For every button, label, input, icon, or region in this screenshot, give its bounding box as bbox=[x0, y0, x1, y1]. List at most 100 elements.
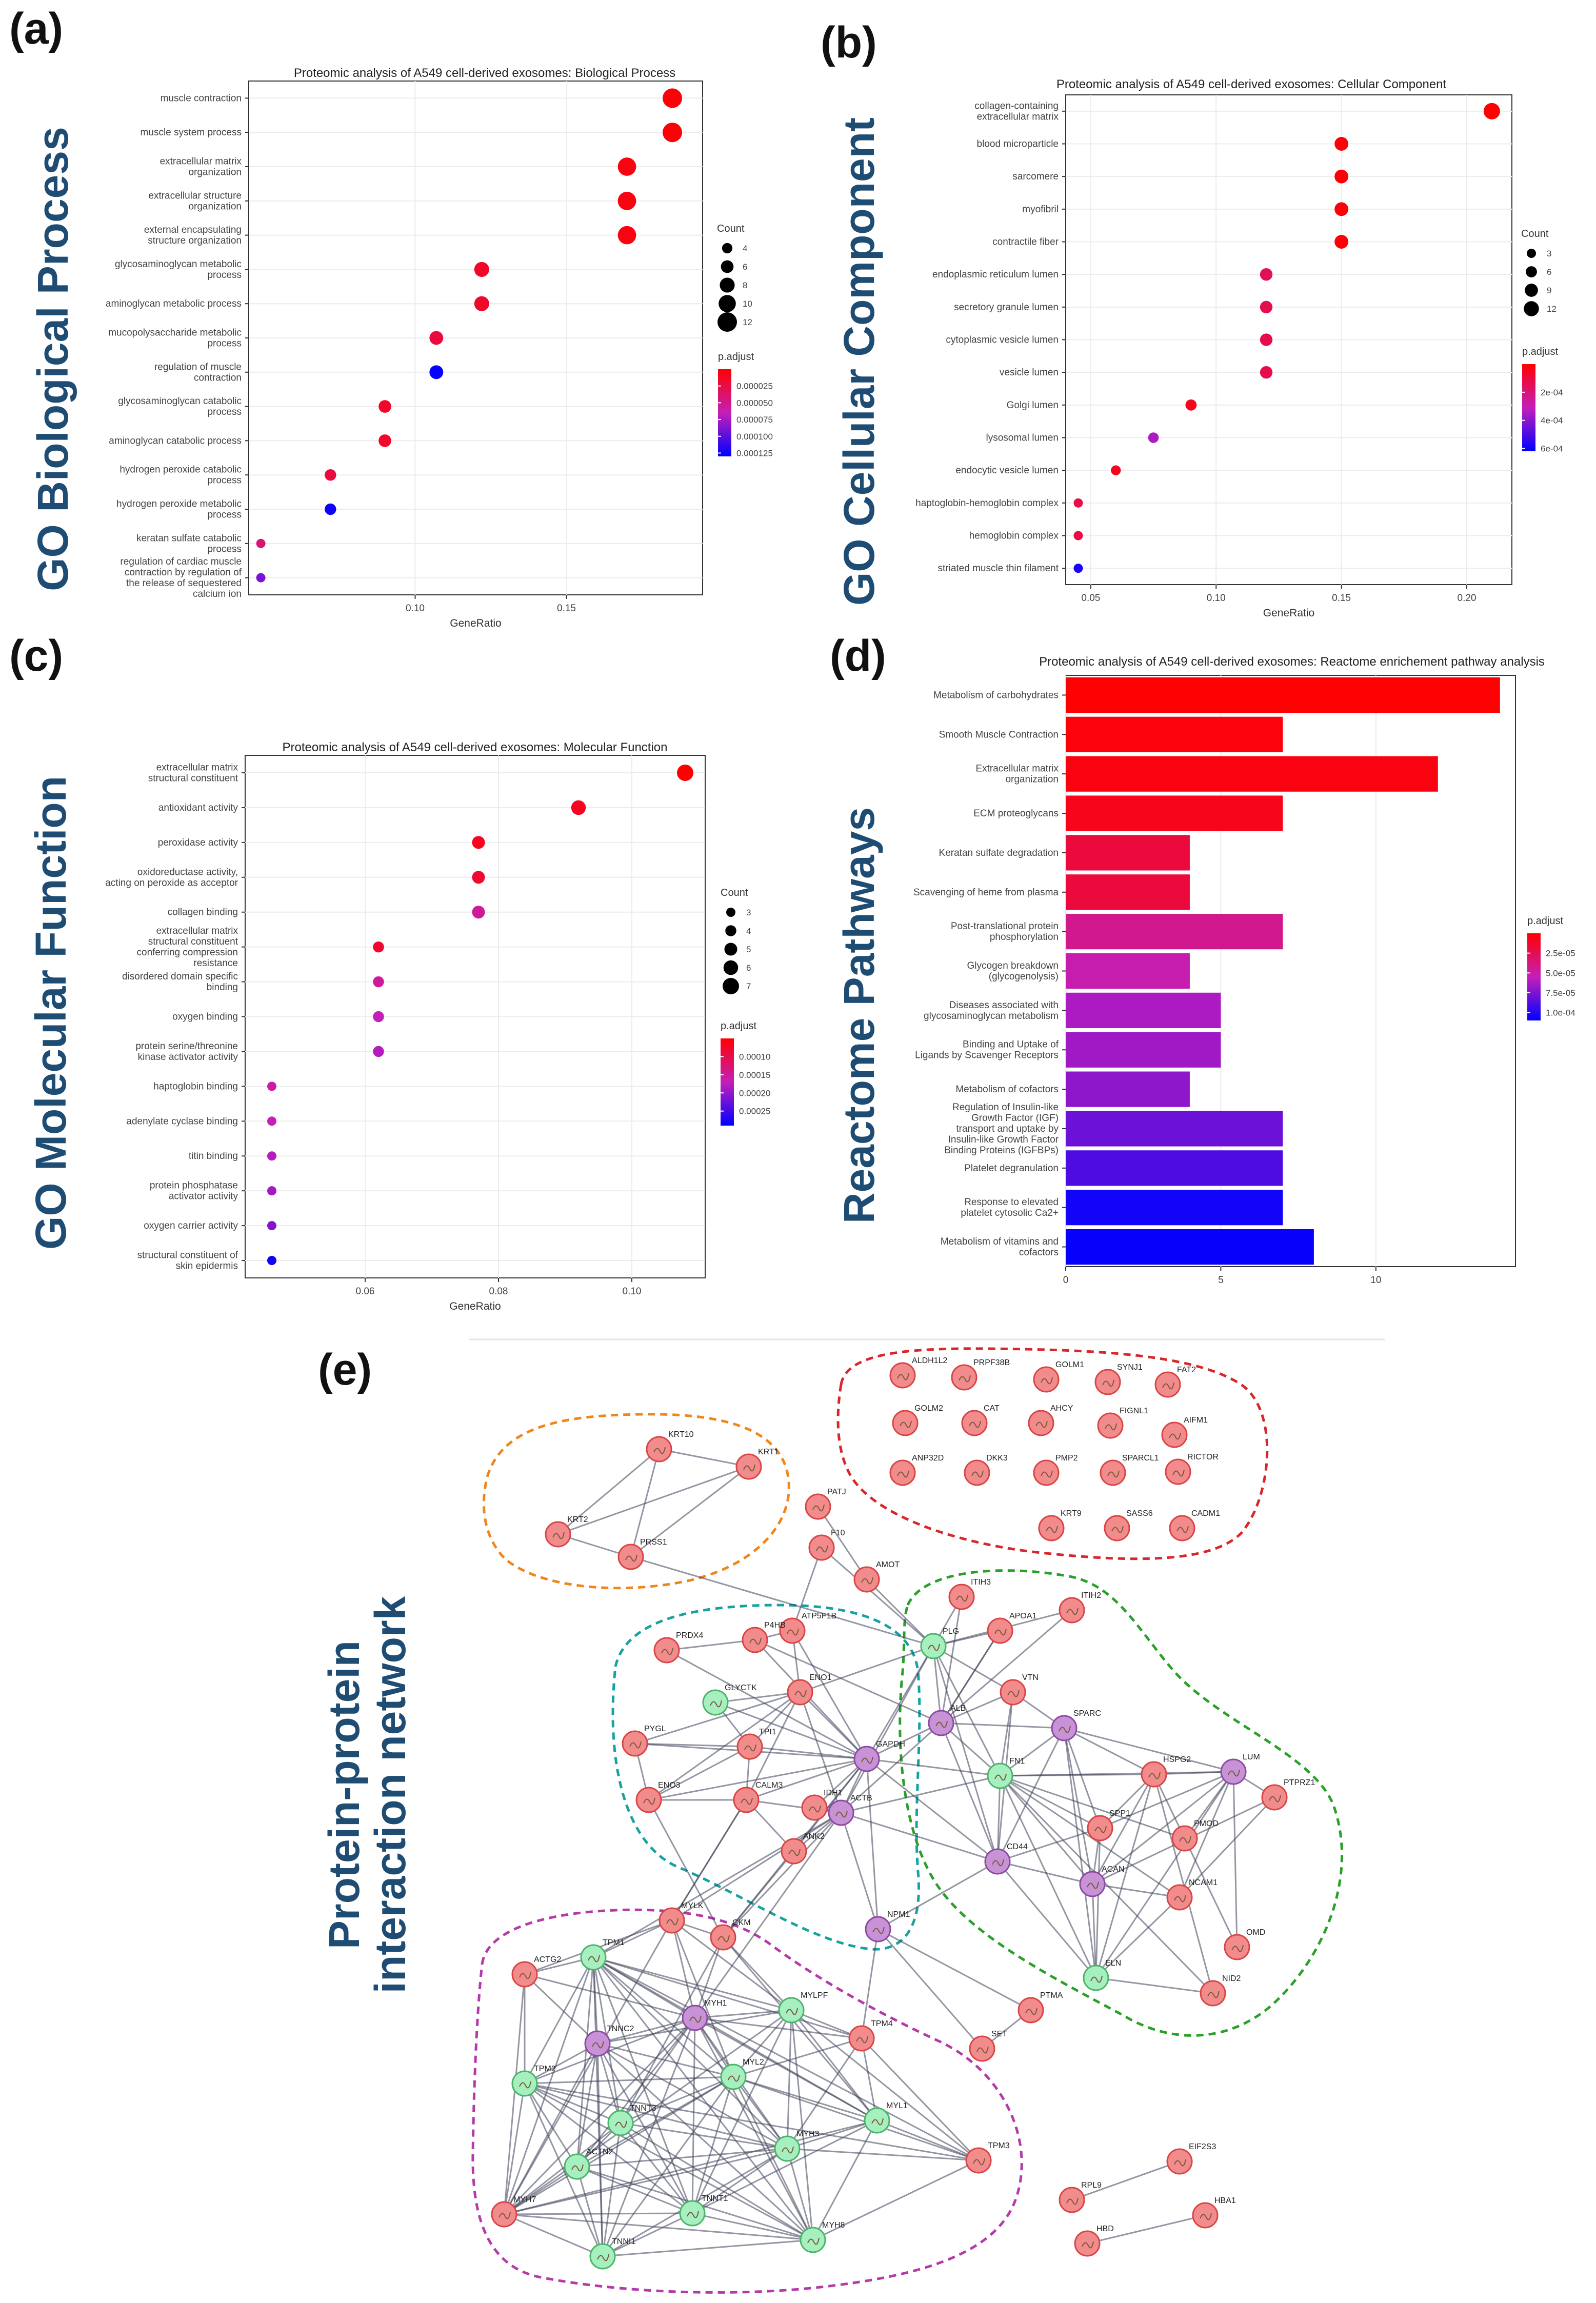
network-edge bbox=[1095, 1774, 1155, 1978]
network-node[interactable]: MYH1 bbox=[682, 1999, 727, 2031]
network-node[interactable]: TPM4 bbox=[848, 2019, 893, 2052]
network-node[interactable]: APOA1 bbox=[987, 1612, 1036, 1644]
network-node[interactable]: MYLPF bbox=[778, 1991, 828, 2024]
network-node[interactable]: KRT2 bbox=[545, 1515, 588, 1548]
network-node[interactable]: ACTN2 bbox=[564, 2148, 613, 2180]
network-node[interactable]: FN1 bbox=[987, 1757, 1025, 1789]
network-node[interactable]: CAT bbox=[961, 1404, 1000, 1436]
network-node[interactable]: TNNT3 bbox=[607, 2104, 656, 2136]
network-node[interactable]: NCAM1 bbox=[1166, 1878, 1218, 1911]
protein-structure-glyph bbox=[1082, 2241, 1094, 2249]
network-node[interactable]: ACAN bbox=[1079, 1865, 1124, 1897]
network-node[interactable]: PATJ bbox=[805, 1488, 846, 1520]
network-node[interactable]: ALB bbox=[928, 1704, 966, 1736]
network-node[interactable]: MYL2 bbox=[720, 2058, 764, 2090]
y-tick-label: myofibril bbox=[1022, 204, 1059, 215]
network-node[interactable]: CADM1 bbox=[1169, 1509, 1220, 1541]
network-node[interactable]: PTPRZ1 bbox=[1261, 1778, 1315, 1811]
y-tick-label-line: regulation of muscle bbox=[154, 362, 242, 372]
network-node[interactable]: PYGL bbox=[622, 1725, 666, 1757]
network-node[interactable]: GOLM2 bbox=[892, 1404, 943, 1436]
network-node[interactable]: NID2 bbox=[1200, 1974, 1241, 2007]
network-node[interactable]: F10 bbox=[808, 1529, 845, 1561]
network-node[interactable]: PTMA bbox=[1018, 1991, 1063, 2024]
network-node[interactable]: KRT9 bbox=[1038, 1509, 1082, 1541]
network-node[interactable]: TPI1 bbox=[736, 1728, 776, 1760]
network-node[interactable]: TPM3 bbox=[965, 2141, 1010, 2174]
network-node[interactable]: GAPDH bbox=[853, 1740, 905, 1772]
network-node[interactable]: SET bbox=[969, 2030, 1007, 2062]
network-node[interactable]: ENO1 bbox=[787, 1673, 832, 1706]
network-node[interactable]: IDH1 bbox=[801, 1789, 843, 1821]
network-node[interactable]: FIGNL1 bbox=[1097, 1407, 1148, 1439]
network-node[interactable]: SPP1 bbox=[1087, 1809, 1130, 1841]
network-node[interactable]: SYNJ1 bbox=[1094, 1363, 1143, 1395]
network-edge bbox=[999, 1775, 1097, 1978]
network-node[interactable]: CALM3 bbox=[733, 1781, 783, 1813]
network-node[interactable]: RICTOR bbox=[1165, 1453, 1219, 1485]
network-node[interactable]: PRDX4 bbox=[653, 1631, 703, 1664]
network-node[interactable]: ANK2 bbox=[781, 1832, 825, 1865]
network-node[interactable]: MYL1 bbox=[864, 2101, 908, 2134]
network-node[interactable]: PLG bbox=[920, 1627, 959, 1659]
network-node[interactable]: GOLM1 bbox=[1033, 1360, 1084, 1393]
network-node[interactable]: KRT1 bbox=[735, 1448, 779, 1480]
network-node[interactable]: SASS6 bbox=[1104, 1509, 1153, 1541]
protein-node-label: RPL9 bbox=[1081, 2181, 1102, 2190]
network-node[interactable]: SPARC bbox=[1051, 1709, 1101, 1741]
network-node[interactable]: RPL9 bbox=[1059, 2181, 1102, 2213]
network-node[interactable]: MYH8 bbox=[800, 2221, 845, 2253]
network-node[interactable]: ACTG2 bbox=[511, 1955, 561, 1988]
y-tick-label: collagen-containing extracellular matrix bbox=[974, 101, 1059, 122]
protein-structure-glyph bbox=[710, 1700, 722, 1708]
network-node[interactable]: GLYCTK bbox=[702, 1684, 757, 1716]
network-node[interactable]: HSPG2 bbox=[1141, 1755, 1191, 1788]
network-node[interactable]: PRSS1 bbox=[617, 1538, 667, 1570]
network-node[interactable]: ALDH1L2 bbox=[889, 1356, 947, 1389]
network-node[interactable]: ACTB bbox=[828, 1794, 872, 1826]
network-node[interactable]: AMOT bbox=[853, 1560, 900, 1593]
data-point bbox=[267, 1116, 276, 1126]
network-edge bbox=[745, 1692, 801, 1800]
network-node[interactable]: HBA1 bbox=[1192, 2196, 1236, 2229]
y-tick-label-line: haptoglobin binding bbox=[153, 1081, 238, 1092]
network-edge bbox=[596, 2043, 622, 2124]
network-node[interactable]: PRPF38B bbox=[951, 1358, 1010, 1391]
network-node[interactable]: SPARCL1 bbox=[1100, 1454, 1159, 1486]
network-node[interactable]: TNNT1 bbox=[679, 2194, 728, 2227]
network-node[interactable]: MYLK bbox=[659, 1901, 704, 1934]
network-node[interactable]: ATP5F1B bbox=[779, 1612, 836, 1644]
network-node[interactable]: TPM2 bbox=[511, 2065, 556, 2097]
network-node[interactable]: PMP2 bbox=[1033, 1454, 1078, 1486]
network-node[interactable]: AIFM1 bbox=[1161, 1416, 1208, 1448]
network-node[interactable]: MYH3 bbox=[774, 2130, 820, 2162]
network-node[interactable]: CKM bbox=[710, 1918, 751, 1951]
network-node[interactable]: ENO3 bbox=[635, 1781, 681, 1813]
network-node[interactable]: ITIH3 bbox=[948, 1578, 991, 1610]
network-node[interactable]: TPM1 bbox=[580, 1938, 625, 1971]
network-node[interactable]: TNNC2 bbox=[584, 2025, 634, 2057]
network-node[interactable]: LUM bbox=[1220, 1753, 1260, 1785]
size-legend-title: Count bbox=[1521, 228, 1549, 239]
network-node[interactable]: FAT2 bbox=[1154, 1366, 1196, 1398]
network-node[interactable]: KRT10 bbox=[646, 1430, 694, 1463]
network-node[interactable]: CD44 bbox=[984, 1843, 1028, 1875]
network-node[interactable]: ELN bbox=[1083, 1959, 1121, 1991]
network-node[interactable]: NPM1 bbox=[865, 1910, 910, 1942]
network-node[interactable]: OMD bbox=[1224, 1928, 1265, 1960]
protein-node-label: MYLPF bbox=[801, 1991, 828, 2000]
network-node[interactable]: AHCY bbox=[1028, 1404, 1073, 1436]
network-node[interactable]: ANP32D bbox=[889, 1454, 944, 1486]
network-node[interactable]: VTN bbox=[1000, 1673, 1039, 1706]
network-node[interactable]: MYH7 bbox=[491, 2195, 536, 2228]
network-node[interactable]: ITIH2 bbox=[1059, 1591, 1101, 1624]
protein-node-label: ENO1 bbox=[809, 1673, 832, 1682]
network-edge bbox=[1184, 1838, 1238, 1948]
network-edge bbox=[691, 2017, 696, 2214]
network-node[interactable]: TNNI1 bbox=[589, 2237, 635, 2270]
network-node[interactable]: PMOD bbox=[1171, 1819, 1219, 1852]
network-node[interactable]: DKK3 bbox=[964, 1454, 1008, 1486]
network-node[interactable]: P4HB bbox=[742, 1621, 786, 1653]
network-node[interactable]: EIF2S3 bbox=[1166, 2142, 1216, 2175]
network-node[interactable]: HBD bbox=[1074, 2225, 1114, 2257]
